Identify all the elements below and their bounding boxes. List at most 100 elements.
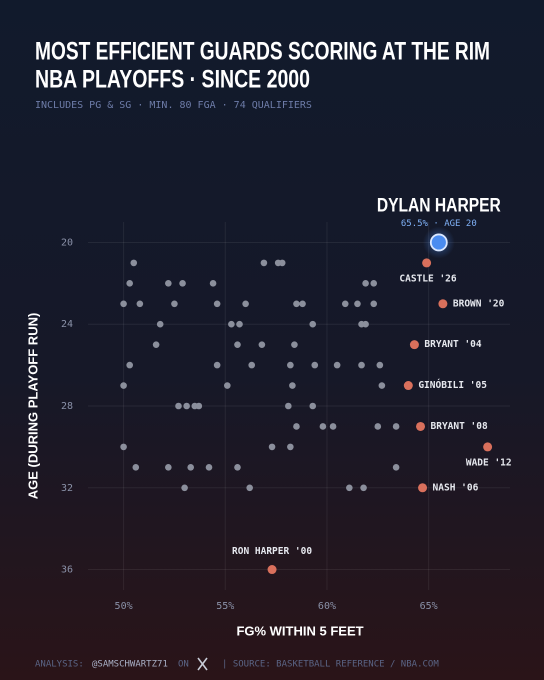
point: [120, 443, 127, 451]
footer-text: ANALYSIS:: [35, 660, 84, 670]
point: [370, 300, 378, 308]
point: [120, 382, 127, 389]
point: [299, 300, 306, 308]
point: [291, 341, 298, 348]
highlight-label: WADE '12: [466, 457, 512, 468]
point: [333, 361, 341, 369]
point: [309, 320, 317, 328]
point: [370, 280, 378, 287]
y-tick-label: 36: [61, 565, 73, 576]
point: [374, 423, 382, 430]
x-tick-label: 55%: [216, 601, 234, 612]
point: [120, 300, 127, 308]
point: [341, 300, 349, 308]
point: [234, 341, 241, 348]
point: [126, 280, 133, 287]
point: [362, 320, 369, 328]
point: [213, 361, 221, 369]
point: [183, 402, 190, 410]
highlight-label: RON HARPER '00: [232, 546, 312, 557]
point: [156, 320, 164, 328]
point: [181, 484, 188, 492]
highlight-point: [422, 258, 432, 268]
point: [392, 423, 400, 430]
point: [236, 320, 243, 328]
point: [358, 361, 365, 369]
point: [234, 464, 241, 471]
point: [195, 402, 203, 410]
y-axis-label: AGE (DURING PLAYOFF RUN): [25, 313, 40, 500]
point: [268, 443, 276, 451]
point: [171, 300, 178, 308]
point: [360, 484, 367, 492]
footer-handle: @SAMSCHWARTZ71: [92, 660, 168, 670]
point: [242, 300, 249, 308]
featured-label: DYLAN HARPER: [377, 195, 501, 216]
highlight-label: BRYANT '08: [431, 421, 488, 432]
highlight-label: BROWN '20: [453, 298, 505, 309]
point: [213, 300, 221, 308]
highlight-point: [438, 299, 448, 309]
highlight-point: [267, 565, 277, 575]
point: [130, 259, 138, 267]
footer-text: ON: [178, 660, 189, 670]
point: [248, 361, 256, 369]
point: [246, 484, 253, 492]
y-tick-label: 28: [61, 401, 73, 412]
highlight-label: BRYANT '04: [424, 339, 481, 350]
featured-sublabel: 65.5% · AGE 20: [401, 219, 477, 229]
point: [287, 443, 294, 451]
x-tick-label: 65%: [420, 601, 438, 612]
y-tick-label: 20: [61, 237, 73, 248]
highlight-label: CASTLE '26: [399, 273, 456, 284]
subtitle: INCLUDES PG & SG · MIN. 80 FGA · 74 QUAL…: [35, 100, 312, 111]
point: [187, 464, 195, 471]
point: [165, 280, 172, 287]
point: [392, 464, 400, 471]
point: [376, 361, 384, 369]
point: [209, 280, 217, 287]
footer-source: | SOURCE: BASKETBALL REFERENCE / NBA.COM: [222, 660, 439, 670]
point: [287, 361, 294, 369]
y-tick-label: 24: [61, 319, 73, 330]
y-tick-label: 32: [61, 483, 73, 494]
point: [258, 341, 266, 348]
highlight-label: NASH '06: [433, 482, 479, 493]
point: [228, 320, 235, 328]
highlight-point: [403, 381, 413, 391]
point: [126, 361, 133, 369]
point: [165, 464, 172, 471]
point: [362, 280, 369, 287]
title-line: NBA PLAYOFFS · SINCE 2000: [35, 66, 310, 94]
x-tick-label: 50%: [115, 601, 133, 612]
x-tick-label: 60%: [318, 601, 336, 612]
point: [285, 402, 292, 410]
point: [132, 464, 140, 471]
highlight-label: GINÓBILI '05: [418, 379, 487, 391]
x-axis-label: FG% WITHIN 5 FEET: [236, 623, 363, 638]
point: [309, 402, 317, 410]
point: [346, 484, 353, 492]
highlight-point: [409, 340, 419, 350]
point: [136, 300, 144, 308]
point: [329, 423, 337, 430]
point: [311, 361, 319, 369]
point: [260, 259, 268, 267]
point: [289, 382, 296, 389]
point: [224, 382, 231, 389]
highlight-point: [416, 421, 426, 431]
point: [278, 259, 286, 267]
highlight-point: [483, 442, 493, 452]
point: [175, 402, 182, 410]
point: [378, 382, 386, 389]
point: [293, 300, 300, 308]
point: [319, 423, 327, 430]
featured-point: [429, 233, 448, 252]
point: [179, 280, 186, 287]
point: [205, 464, 213, 471]
title-line: MOST EFFICIENT GUARDS SCORING AT THE RIM: [35, 38, 490, 66]
point: [293, 423, 300, 430]
point: [354, 300, 361, 308]
point: [152, 341, 160, 348]
